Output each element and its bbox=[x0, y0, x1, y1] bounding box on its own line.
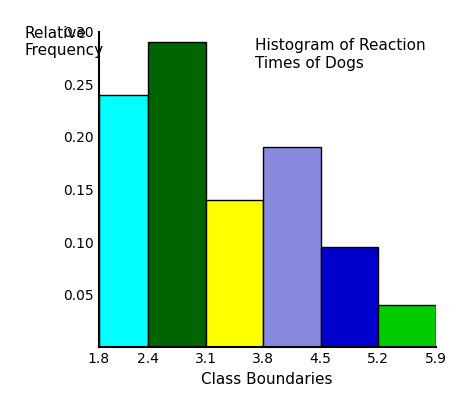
Bar bbox=[99, 95, 148, 347]
Bar bbox=[148, 42, 206, 347]
Bar bbox=[378, 305, 436, 347]
Text: Relative
Frequency: Relative Frequency bbox=[25, 26, 104, 58]
Bar bbox=[263, 148, 321, 347]
Text: Histogram of Reaction
Times of Dogs: Histogram of Reaction Times of Dogs bbox=[255, 38, 426, 71]
Bar bbox=[321, 247, 378, 347]
X-axis label: Class Boundaries: Class Boundaries bbox=[202, 371, 333, 387]
Bar bbox=[206, 200, 263, 347]
